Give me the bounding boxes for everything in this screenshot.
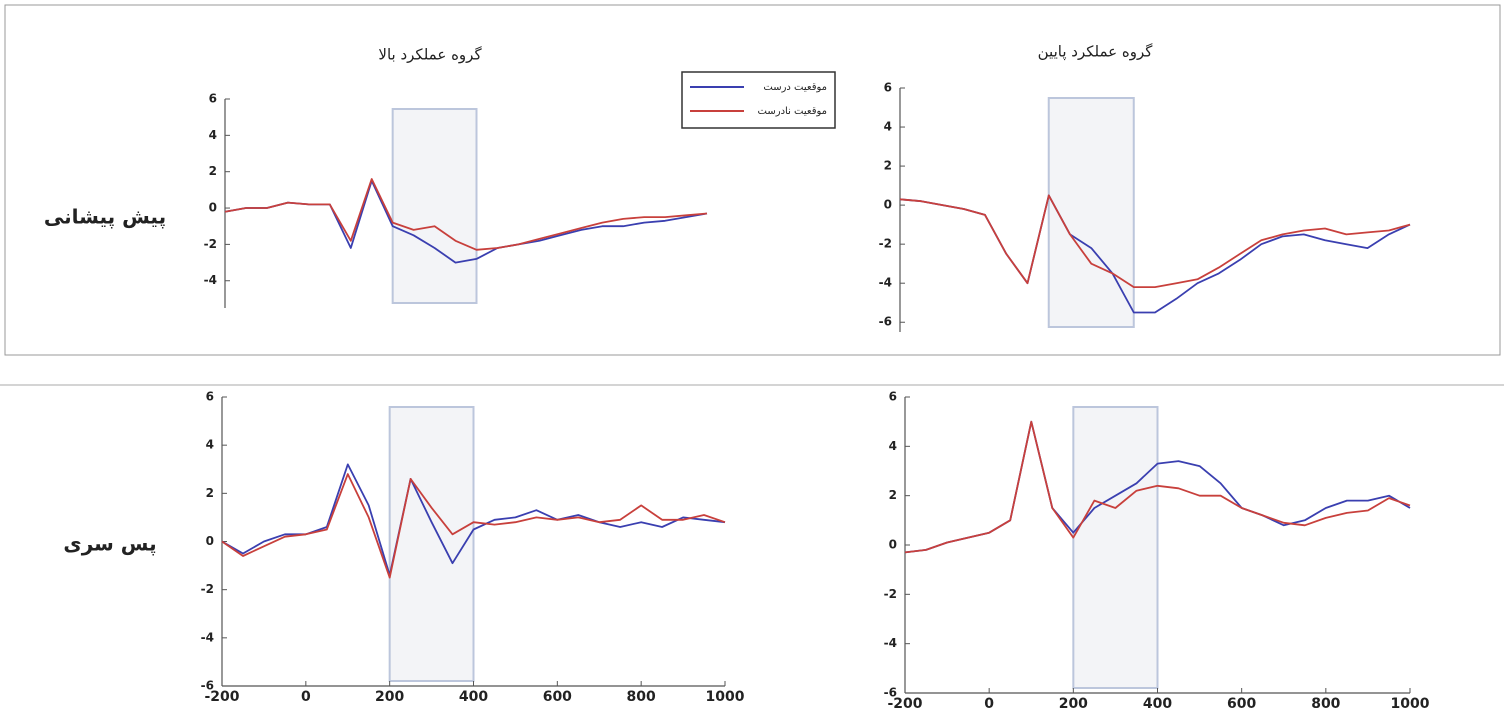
y-tick-label: -4 xyxy=(884,636,897,650)
y-tick-label: -2 xyxy=(201,582,214,596)
row-label: پیش پیشانی xyxy=(44,205,166,230)
y-tick-label: 4 xyxy=(209,128,217,142)
line-series xyxy=(224,178,708,251)
y-tick-label: -6 xyxy=(201,679,214,693)
y-tick-label: -4 xyxy=(201,630,214,644)
x-tick-label: 400 xyxy=(1143,696,1172,712)
x-tick-label: 600 xyxy=(543,689,572,705)
column-title: گروه عملکرد بالا xyxy=(378,46,482,64)
y-tick-label: -6 xyxy=(879,315,892,329)
y-tick-label: -2 xyxy=(204,237,217,251)
x-tick-label: -200 xyxy=(204,689,239,705)
line-series xyxy=(904,420,1411,554)
y-tick-label: 2 xyxy=(206,486,214,500)
x-tick-label: 400 xyxy=(459,689,488,705)
x-tick-label: 1000 xyxy=(1391,696,1430,712)
y-tick-label: -6 xyxy=(884,686,897,700)
y-tick-label: -2 xyxy=(879,237,892,251)
x-tick-label: 600 xyxy=(1227,696,1256,712)
x-tick-label: 1000 xyxy=(706,689,745,705)
x-tick-label: 0 xyxy=(301,689,311,705)
y-tick-label: 4 xyxy=(884,120,892,134)
y-tick-label: 4 xyxy=(206,438,214,452)
line-series xyxy=(221,473,726,579)
top-frame xyxy=(4,4,1501,356)
row-label: پس سری xyxy=(63,532,156,557)
x-tick-label: -200 xyxy=(887,696,922,712)
y-tick-label: 6 xyxy=(884,81,892,95)
legend-box xyxy=(681,71,836,129)
x-tick-label: 200 xyxy=(375,689,404,705)
y-tick-label: 6 xyxy=(209,92,217,106)
column-title: گروه عملکرد پایین xyxy=(1038,43,1154,62)
x-tick-label: 800 xyxy=(627,689,656,705)
y-tick-label: 0 xyxy=(206,534,214,548)
shaded-window xyxy=(1072,406,1159,689)
x-tick-label: 800 xyxy=(1311,696,1340,712)
shaded-window xyxy=(388,406,475,682)
y-tick-label: 6 xyxy=(889,390,897,404)
y-tick-label: -4 xyxy=(204,273,217,287)
y-tick-label: 0 xyxy=(889,538,897,552)
x-tick-label: 0 xyxy=(984,696,994,712)
shaded-window xyxy=(391,108,478,304)
y-tick-label: -4 xyxy=(879,276,892,290)
legend-label: موقعیت درست xyxy=(763,82,827,93)
line-series xyxy=(899,194,1411,288)
y-tick-label: -2 xyxy=(884,587,897,601)
y-tick-label: 2 xyxy=(209,164,217,178)
y-tick-label: 0 xyxy=(884,198,892,212)
x-tick-label: 200 xyxy=(1059,696,1088,712)
y-tick-label: 2 xyxy=(884,159,892,173)
y-tick-label: 6 xyxy=(206,390,214,404)
shaded-window xyxy=(1047,97,1135,328)
y-tick-label: 4 xyxy=(889,439,897,453)
legend-label: موقعیت نادرست xyxy=(758,106,827,117)
y-tick-label: 2 xyxy=(889,488,897,502)
y-tick-label: 0 xyxy=(209,201,217,215)
